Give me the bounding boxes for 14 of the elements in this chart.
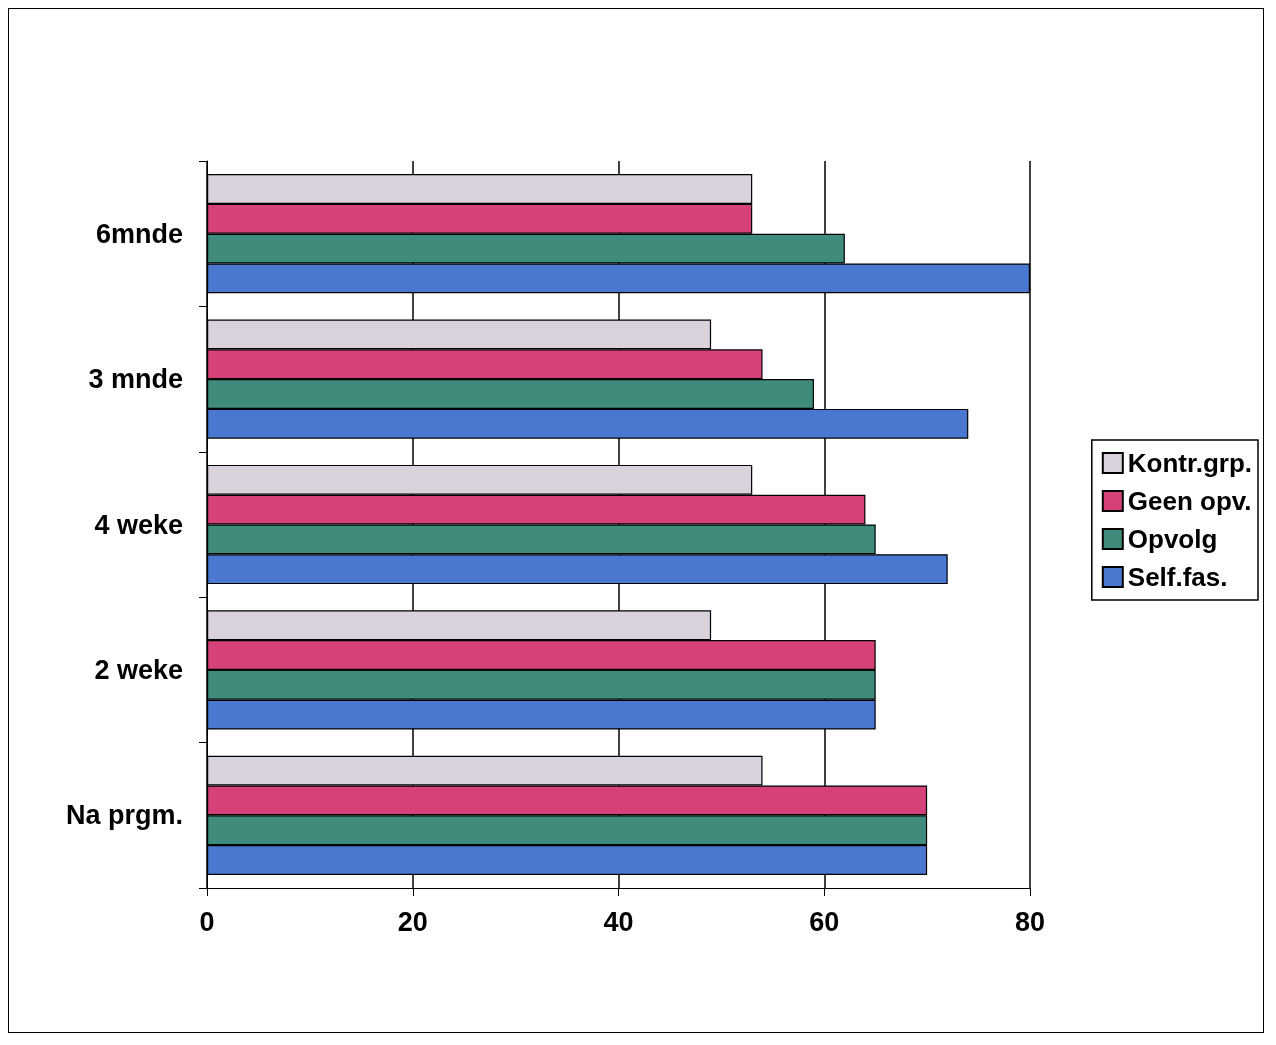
x-tick-label: 0 (199, 906, 215, 937)
x-tick-label: 40 (603, 906, 634, 937)
legend-label: Opvolg (1127, 524, 1218, 554)
legend-label: Self.fas. (1127, 562, 1228, 592)
y-tick-label: 3 mnde (88, 364, 183, 395)
y-tick-label: Na prgm. (65, 800, 183, 831)
x-tick-label: 80 (1014, 906, 1046, 937)
legend-label: Geen opv. (1127, 486, 1252, 516)
x-tick-label: 60 (809, 906, 840, 937)
y-tick-label: 6mnde (95, 218, 183, 249)
y-tick-label: 4 weke (94, 509, 183, 540)
legend-label: Kontr.grp. (1127, 448, 1253, 478)
y-tick-label: 2 weke (94, 654, 183, 685)
x-tick-label: 20 (397, 906, 428, 937)
